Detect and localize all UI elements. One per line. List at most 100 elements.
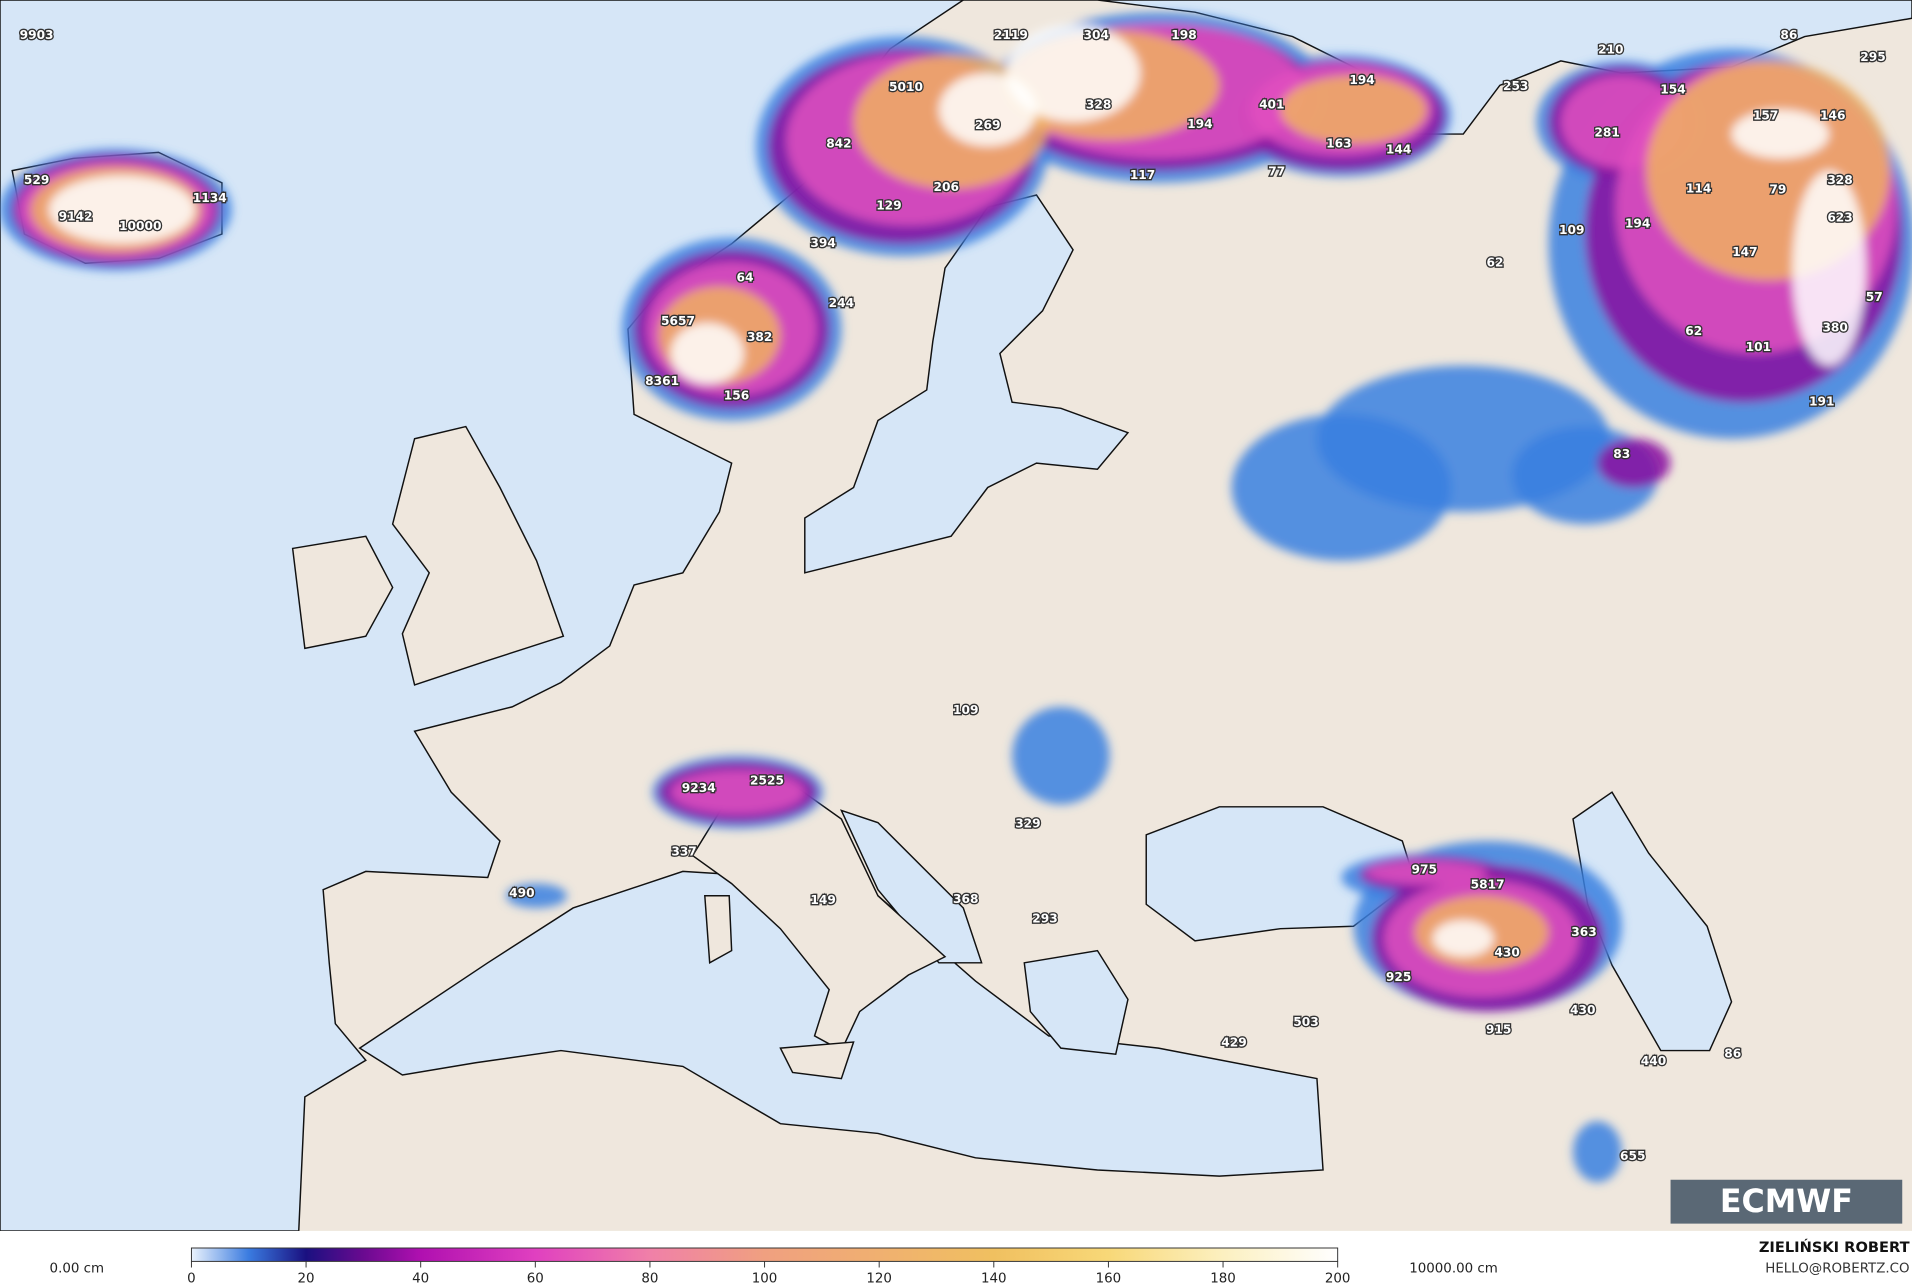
snow-blob: [48, 175, 196, 244]
snow-depth-label: 147: [1732, 245, 1757, 259]
snow-depth-label: 440: [1641, 1054, 1666, 1068]
snow-blob: [1731, 109, 1830, 159]
snow-depth-label: 380: [1822, 320, 1847, 334]
adriatic: [840, 809, 983, 964]
snow-depth-label: 368: [953, 892, 978, 906]
snow-depth-label: 363: [1571, 925, 1596, 939]
colorbar-tick-label: 140: [981, 1271, 1007, 1286]
colorbar-tick-label: 100: [752, 1271, 778, 1286]
snow-depth-label: 394: [810, 236, 835, 250]
colorbar: [190, 1247, 1339, 1262]
snow-depth-label: 194: [1625, 217, 1650, 231]
snow-depth-label: 655: [1620, 1149, 1645, 1163]
map-labels: 9903 529 9142 10000 1134 2119 304 198 86 295 210 25…: [18, 27, 1887, 1165]
credit-name: ZIELIŃSKI ROBERT: [1759, 1238, 1910, 1256]
colorbar-min: 0.00 cm: [50, 1262, 104, 1277]
snow-depth-label: 490: [509, 886, 534, 900]
colorbar-tick-label: 160: [1096, 1271, 1122, 1286]
snow-depth-label: 101: [1746, 340, 1771, 354]
snow-depth-label: 194: [1349, 73, 1374, 87]
snow-depth-label: 295: [1860, 50, 1885, 64]
colorbar-tick-label: 200: [1325, 1271, 1351, 1286]
snow-depth-label: 198: [1171, 28, 1196, 42]
snow-depth-label: 77: [1268, 164, 1285, 178]
snow-depth-label: 9142: [59, 209, 93, 223]
snow-depth-label: 281: [1594, 125, 1619, 139]
snow-depth-label: 382: [747, 330, 772, 344]
colorbar-tick-label: 80: [641, 1271, 658, 1286]
snow-depth-label: 925: [1386, 970, 1411, 984]
snow-depth-label: 157: [1753, 108, 1778, 122]
snow-blob: [1573, 1121, 1622, 1183]
snow-depth-label: 5657: [661, 314, 695, 328]
snow-depth-label: 329: [1015, 816, 1040, 830]
snow-depth-label: 5817: [1471, 877, 1505, 891]
snow-depth-label: 191: [1809, 395, 1834, 409]
ireland: [291, 535, 394, 650]
snow-depth-label: 842: [826, 136, 851, 150]
snow-depth-label: 86: [1724, 1047, 1741, 1061]
snow-depth-label: 10000: [119, 219, 161, 233]
snow-depth-label: 429: [1221, 1036, 1246, 1050]
snow-depth-label: 253: [1503, 79, 1528, 93]
colorbar-max: 10000.00 cm: [1409, 1262, 1498, 1277]
baltic: [804, 194, 1130, 574]
snow-depth-label: 293: [1032, 911, 1057, 925]
snow-depth-label: 144: [1386, 142, 1411, 156]
snow-depth-label: 117: [1130, 168, 1155, 182]
snow-depth-label: 975: [1412, 863, 1437, 877]
credit-email: HELLO@ROBERTZ.CO: [1765, 1262, 1909, 1277]
snow-depth-label: 86: [1780, 28, 1797, 42]
snow-depth-label: 83: [1613, 447, 1630, 461]
snow-depth-label: 915: [1486, 1022, 1511, 1036]
snow-depth-label: 109: [1559, 223, 1584, 237]
logo: ECMWF: [1720, 1184, 1853, 1220]
snow-blob: [1005, 24, 1141, 122]
snow-depth-label: 79: [1769, 183, 1786, 197]
snow-depth-label: 2119: [994, 28, 1028, 42]
snow-depth-label: 337: [671, 844, 696, 858]
snow-blob: [670, 770, 805, 815]
snow-depth-label: 57: [1866, 290, 1883, 304]
snow-depth-label: 529: [24, 173, 49, 187]
italy: [691, 779, 947, 1052]
snow-blob: [938, 73, 1037, 147]
snow-depth-label: 210: [1598, 42, 1623, 56]
snow-blob: [670, 322, 744, 384]
snow-blob: [506, 883, 568, 908]
colorbar-tick-label: 20: [298, 1271, 315, 1286]
snow-blob: [1432, 920, 1494, 957]
snow-depth-label: 146: [1820, 108, 1845, 122]
snow-depth-label: 9234: [682, 781, 716, 795]
sardinia: [704, 895, 733, 965]
snow-depth-label: 623: [1827, 211, 1852, 225]
colorbar-tick-label: 120: [866, 1271, 892, 1286]
snow-blob: [1012, 706, 1110, 805]
snow-depth-label: 328: [1086, 97, 1111, 111]
snow-depth-label: 2525: [750, 774, 784, 788]
colorbar-tick-label: 0: [187, 1271, 196, 1286]
snow-depth-label: 328: [1827, 173, 1852, 187]
snow-depth-label: 114: [1686, 181, 1711, 195]
snow-depth-label: 154: [1660, 83, 1685, 97]
snow-blob: [1792, 170, 1866, 366]
snow-depth-label: 1134: [193, 191, 227, 205]
snow-depth-label: 269: [975, 118, 1000, 132]
snow-depth-label: 244: [829, 296, 854, 310]
snow-depth-label: 503: [1293, 1015, 1318, 1029]
snow-depth-label: 149: [810, 893, 835, 907]
snow-depth-label: 62: [1685, 324, 1702, 338]
snow-depth-label: 5010: [889, 80, 923, 94]
snow-depth-label: 156: [724, 389, 749, 403]
snow-depth-label: 129: [876, 198, 901, 212]
sicily: [779, 1041, 855, 1080]
snow-blob: [1597, 438, 1671, 488]
snow-depth-label: 62: [1486, 256, 1503, 270]
snow-depth-label: 206: [934, 180, 959, 194]
snow-blob: [1231, 414, 1452, 561]
snow-cover: [0, 12, 1912, 1183]
snow-depth-label: 64: [737, 270, 754, 284]
snow-depth-label: 109: [953, 703, 978, 717]
